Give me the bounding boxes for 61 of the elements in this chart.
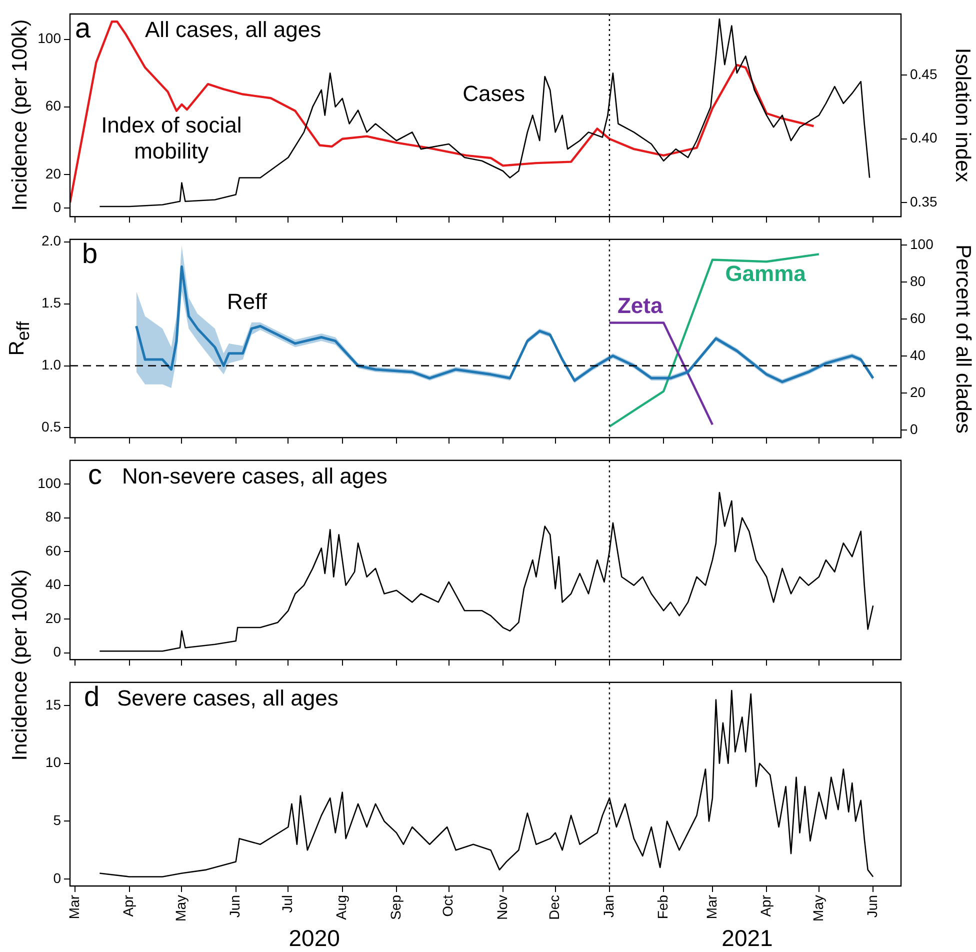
- x-tick-label: Feb: [654, 894, 670, 920]
- y2-axis-title: Percent of all clades: [950, 244, 974, 434]
- x-tick-label: Sep: [387, 894, 404, 920]
- chart-title: All cases, all ages: [145, 17, 322, 42]
- text: 2020: [288, 924, 340, 951]
- y2-tick-label: 0.35: [910, 193, 938, 210]
- y-tick-label: 80: [45, 508, 62, 525]
- y2-tick-label: 100: [910, 236, 934, 252]
- series-label: Cases: [462, 81, 525, 106]
- x-tick-label: Jan: [600, 895, 616, 918]
- x-tick-label: Dec: [546, 895, 562, 920]
- y-tick-label: 20: [45, 610, 62, 626]
- x-tick-label: Mar: [66, 894, 82, 920]
- x-tick-label: Apr: [757, 894, 774, 917]
- y-tick-label: 100: [38, 474, 62, 491]
- series-label: Reff: [227, 288, 268, 314]
- y2-tick-label: 20: [910, 384, 926, 400]
- y-tick-label: 100: [38, 30, 62, 46]
- y-axis-title: Incidence (per 100k): [8, 20, 32, 212]
- series-label: Gamma: [725, 261, 807, 286]
- text: 2021: [722, 924, 773, 951]
- series-label: Index of social mobility: [101, 112, 242, 164]
- y-axis-title: Incidence (per 100k): [8, 569, 32, 761]
- x-tick-label: Nov: [494, 895, 510, 920]
- chart-title: Severe cases, all ages: [117, 685, 338, 710]
- annotation: d: [84, 681, 100, 712]
- annotation: b: [82, 238, 98, 270]
- x-tick-label: Mar: [703, 894, 720, 920]
- y-tick-label: 0.5: [42, 418, 62, 435]
- y2-tick-label: 0.40: [910, 130, 938, 146]
- y2-tick-label: 0.45: [910, 66, 938, 82]
- series-label: Zeta: [617, 292, 664, 318]
- y-tick-label: 5: [53, 812, 62, 828]
- y-tick-label: 1.5: [42, 294, 62, 311]
- y-tick-label: 0: [53, 644, 62, 660]
- y2-tick-label: 80: [910, 272, 926, 289]
- y-tick-label: 0: [53, 199, 62, 216]
- x-tick-label: Jun: [226, 895, 243, 918]
- x-tick-label: May: [810, 895, 826, 922]
- x-tick-label: Jul: [279, 895, 296, 913]
- y-tick-label: 20: [45, 165, 62, 182]
- y-tick-label: 15: [45, 696, 62, 712]
- y-tick-label: 60: [45, 98, 62, 114]
- x-tick-label: Aug: [333, 895, 350, 920]
- y2-tick-label: 0: [910, 421, 918, 438]
- y-tick-label: 0: [53, 870, 62, 886]
- x-tick-label: Jun: [864, 895, 880, 918]
- annotation: c: [88, 459, 102, 490]
- chart-title: Non-severe cases, all ages: [122, 463, 388, 488]
- y-tick-label: 2.0: [42, 232, 62, 249]
- x-tick-label: May: [172, 895, 189, 922]
- y2-tick-label: 60: [910, 310, 926, 326]
- y2-tick-label: 40: [910, 346, 926, 363]
- y-tick-label: 1.0: [42, 356, 62, 373]
- y-tick-label: 40: [45, 576, 62, 592]
- x-tick-label: Oct: [440, 894, 456, 917]
- annotation: a: [75, 12, 91, 44]
- y2-axis-title: Isolation index: [950, 48, 974, 182]
- x-tick-label: Apr: [120, 894, 136, 917]
- y-tick-label: 60: [45, 542, 62, 558]
- y-tick-label: 10: [45, 754, 62, 770]
